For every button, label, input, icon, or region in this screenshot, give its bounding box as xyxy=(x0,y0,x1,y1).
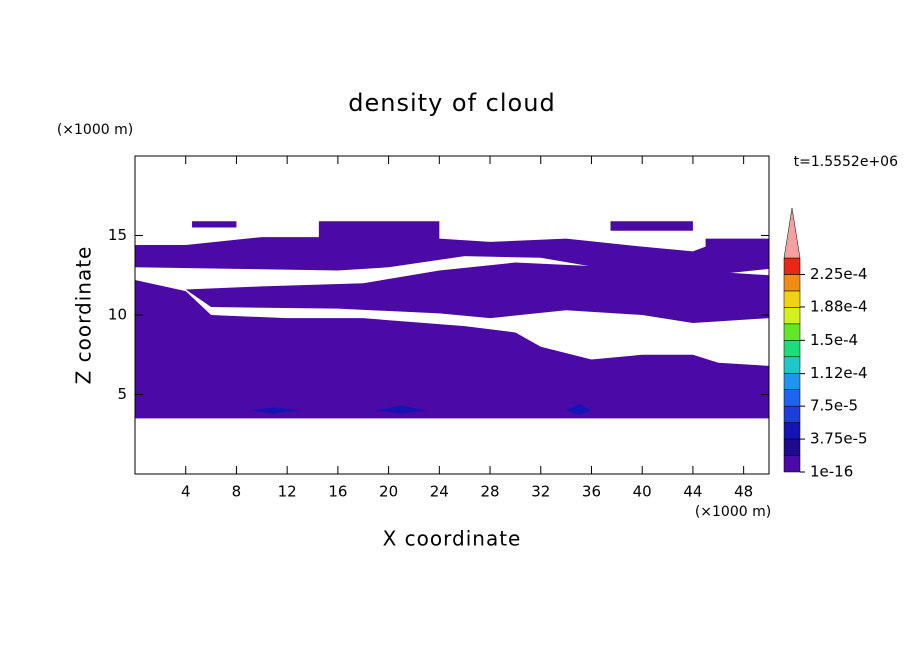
x-tick-label: 48 xyxy=(734,483,753,501)
colorbar-box xyxy=(783,307,801,325)
colorbar-tick-label: 1.88e-4 xyxy=(810,297,868,315)
x-tick-label: 40 xyxy=(633,483,652,501)
contour-region xyxy=(318,221,440,242)
colorbar-box xyxy=(783,422,801,440)
x-tick-label: 8 xyxy=(232,483,242,501)
contour-region xyxy=(185,262,770,323)
colorbar-tick-label: 7.5e-5 xyxy=(810,397,858,415)
x-unit: (×1000 m) xyxy=(695,504,771,520)
colorbar-box xyxy=(783,405,801,423)
colorbar-box xyxy=(783,290,801,308)
contour-region xyxy=(375,405,427,414)
contour-region xyxy=(249,407,300,414)
colorbar-box xyxy=(783,323,801,341)
colorbar-box xyxy=(783,257,801,275)
x-axis-title: X coordinate xyxy=(383,527,522,551)
time-label: t=1.5552e+06 xyxy=(794,154,898,170)
colorbar-tick-label: 1.12e-4 xyxy=(810,364,868,382)
colorbar-tick-label: 3.75e-5 xyxy=(810,430,868,448)
x-tick-label: 28 xyxy=(480,483,499,501)
x-tick-label: 24 xyxy=(430,483,449,501)
colorbar-box xyxy=(783,274,801,292)
contour-region xyxy=(135,280,769,419)
y-tick-label: 10 xyxy=(108,306,127,324)
x-tick-label: 32 xyxy=(531,483,550,501)
contour-region xyxy=(610,221,693,231)
colorbar-box xyxy=(783,372,801,390)
y-unit: (×1000 m) xyxy=(57,122,133,138)
contour-region xyxy=(192,221,237,228)
x-tick-label: 20 xyxy=(379,483,398,501)
colorbar-extension xyxy=(783,207,801,259)
y-tick-label: 15 xyxy=(108,226,127,244)
colorbar-box xyxy=(783,356,801,374)
y-axis-title: Z coordinate xyxy=(72,246,96,385)
x-tick-label: 36 xyxy=(582,483,601,501)
colorbar-tick-label: 1e-16 xyxy=(810,463,853,481)
colorbar-tick-label: 2.25e-4 xyxy=(810,265,868,283)
colorbar-box xyxy=(783,438,801,456)
contour-region xyxy=(705,238,769,249)
contour-region xyxy=(135,237,769,277)
x-tick-label: 44 xyxy=(683,483,702,501)
colorbar-tick-label: 1.5e-4 xyxy=(810,331,858,349)
colorbar-box xyxy=(783,340,801,358)
colorbar-box xyxy=(783,389,801,407)
contour-region xyxy=(566,404,592,416)
x-tick-label: 4 xyxy=(181,483,191,501)
colorbar-box xyxy=(783,455,801,473)
x-tick-label: 16 xyxy=(328,483,347,501)
y-tick-label: 5 xyxy=(117,385,127,403)
x-tick-label: 12 xyxy=(278,483,297,501)
chart-title: density of cloud xyxy=(348,89,555,117)
